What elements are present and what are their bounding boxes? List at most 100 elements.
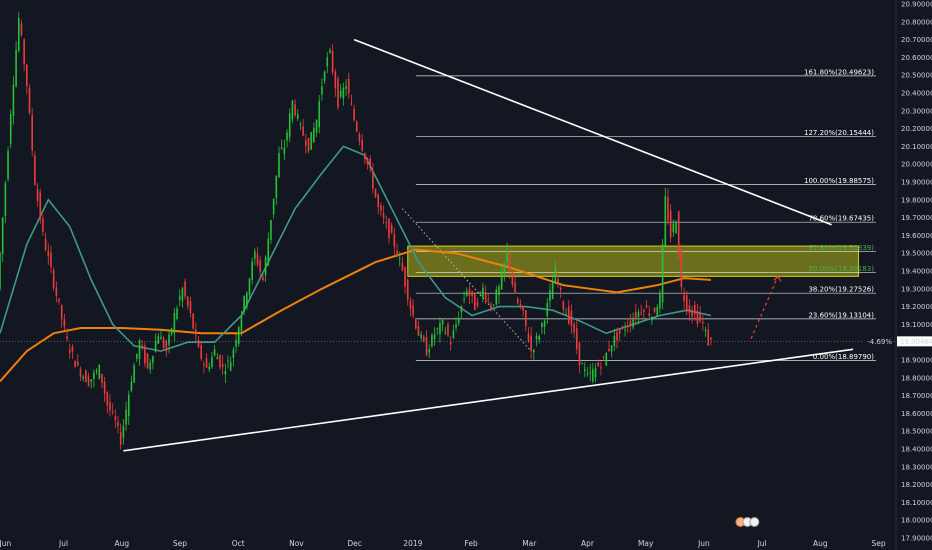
candle-bear — [710, 337, 712, 340]
candle-bull — [452, 330, 455, 338]
candle-bull — [154, 341, 157, 352]
candle-bull — [232, 349, 235, 358]
candle-bear — [618, 328, 621, 334]
candle-bear — [117, 421, 119, 426]
candle-bull — [704, 330, 707, 332]
candle-bull — [345, 86, 347, 90]
x-tick-label: Jun — [0, 539, 11, 548]
candle-bear — [608, 348, 610, 351]
y-tick-label: 18.70000 — [901, 392, 932, 400]
candle-bear — [337, 78, 339, 108]
candle-bear — [699, 313, 701, 321]
candle-bear — [85, 370, 87, 383]
candle-bull — [280, 147, 283, 149]
candle-bear — [557, 278, 559, 283]
candle-bull — [227, 360, 229, 362]
candle-bear — [74, 360, 76, 368]
y-tick-label: 18.50000 — [901, 428, 932, 436]
candle-bear — [629, 320, 632, 326]
candle-bull — [251, 261, 253, 280]
candle-bear — [203, 364, 205, 366]
current-change-tag — [862, 336, 892, 347]
candle-bear — [487, 298, 490, 301]
candle-bear — [522, 307, 524, 311]
candle-bear — [474, 293, 476, 311]
candle-bull — [133, 365, 135, 383]
candle-bull — [264, 257, 267, 276]
candle-bear — [677, 211, 680, 258]
candle-bull — [538, 336, 541, 340]
candle-bull — [15, 49, 17, 87]
candle-bear — [165, 341, 168, 352]
y-tick-label: 18.40000 — [901, 446, 932, 454]
candle-bear — [364, 153, 366, 159]
current-price-label: 19.00484 — [900, 338, 932, 346]
fib-level-label: 61.80%(19.50839) — [808, 244, 874, 252]
candle-bull — [176, 308, 178, 320]
candle-bear — [192, 313, 194, 329]
candle-bull — [229, 362, 232, 371]
candle-bear — [643, 309, 645, 312]
candle-bear — [331, 51, 334, 73]
candle-bear — [667, 197, 669, 221]
candle-bear — [162, 338, 165, 348]
candle-bear — [79, 368, 82, 377]
candle-bull — [554, 266, 557, 284]
candle-bear — [393, 233, 396, 247]
candle-bull — [565, 314, 567, 316]
candle-bull — [605, 353, 608, 366]
candle-bear — [146, 353, 149, 369]
x-tick-label: Mar — [522, 539, 537, 548]
candle-bear — [68, 349, 71, 353]
candle-bull — [1, 217, 4, 255]
fib-level-label: 78.60%(19.67435) — [808, 215, 874, 223]
y-tick-label: 20.70000 — [901, 36, 932, 44]
candle-bear — [109, 401, 111, 411]
candle-bull — [500, 271, 503, 290]
x-tick-label: Aug — [114, 539, 129, 548]
candle-bear — [685, 295, 688, 312]
event-flag-icon[interactable] — [749, 517, 760, 527]
candle-bull — [267, 238, 270, 266]
candle-bull — [463, 298, 465, 300]
candle-bull — [254, 251, 256, 259]
candle-bull — [157, 336, 160, 344]
candle-bear — [447, 324, 449, 336]
candle-bear — [415, 318, 417, 329]
x-tick-label: Sep — [173, 539, 187, 548]
candle-bear — [404, 267, 406, 287]
candle-bear — [200, 344, 203, 359]
candle-bull — [0, 252, 1, 289]
candle-bull — [439, 322, 441, 334]
candle-bear — [449, 342, 452, 345]
y-tick-label: 18.10000 — [901, 499, 932, 507]
candle-bear — [423, 336, 425, 342]
candle-bear — [530, 335, 532, 352]
candle-bear — [683, 294, 685, 302]
candle-bear — [559, 287, 562, 290]
candle-bear — [47, 250, 50, 257]
candle-bull — [130, 381, 133, 391]
candle-bear — [114, 416, 117, 421]
candle-bear — [575, 328, 578, 349]
candle-bull — [181, 287, 184, 302]
candle-bull — [551, 282, 554, 300]
trendline — [123, 348, 854, 452]
candle-bear — [23, 39, 25, 64]
candle-bull — [482, 287, 484, 299]
candle-bear — [484, 292, 487, 300]
candle-bear — [519, 304, 522, 308]
candle-bull — [581, 363, 583, 365]
candle-bull — [152, 356, 154, 363]
candle-bull — [240, 315, 243, 332]
candle-bull — [168, 334, 170, 345]
candle-bear — [353, 108, 355, 121]
candle-bull — [310, 132, 312, 150]
candle-bull — [637, 312, 640, 318]
x-tick-label: Jul — [58, 539, 68, 548]
candle-bull — [546, 303, 549, 316]
candle-bear — [374, 189, 377, 198]
candle-bear — [377, 194, 380, 208]
